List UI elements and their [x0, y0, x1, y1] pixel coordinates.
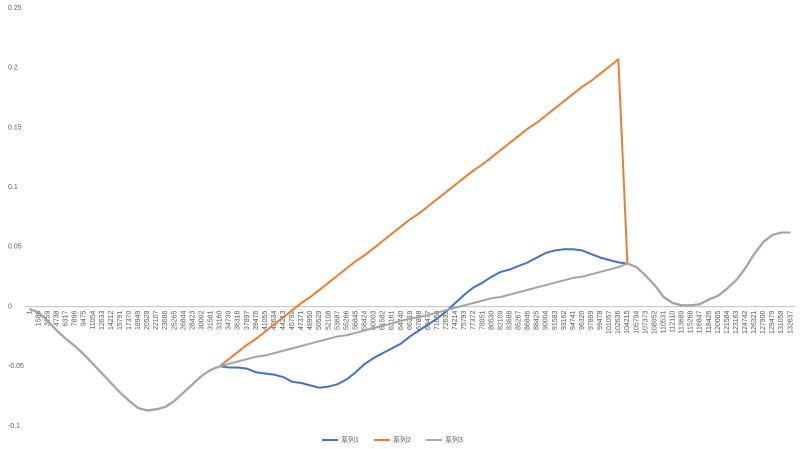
x-tick-label: 67898 [416, 310, 423, 330]
x-tick-label: 96320 [579, 310, 586, 330]
x-tick-label: 20528 [144, 310, 151, 330]
series-line [29, 231, 791, 412]
x-tick-label: 30002 [198, 310, 205, 330]
x-tick-label: 7896 [72, 310, 79, 326]
x-tick-label: 75793 [461, 310, 468, 330]
y-tick-label: 0.15 [8, 124, 22, 131]
x-tick-label: 115268 [688, 310, 695, 333]
x-tick-label: 11054 [90, 310, 97, 329]
legend: 系列1 系列2 系列3 [322, 435, 463, 444]
x-tick-label: 108952 [651, 310, 658, 333]
x-tick-label: 28423 [189, 310, 196, 330]
x-tick-label: 41055 [262, 310, 269, 330]
x-tick-label: 60003 [371, 310, 378, 330]
x-tick-label: 105794 [633, 310, 640, 333]
x-tick-label: 112110 [670, 310, 677, 332]
x-tick-label: 15791 [117, 310, 124, 330]
x-tick-label: 56845 [352, 310, 359, 330]
x-tick-label: 14212 [108, 310, 115, 330]
x-tick-label: 39476 [253, 310, 260, 330]
y-tick-label: 0.2 [8, 65, 18, 72]
x-tick-label: 6317 [63, 310, 70, 326]
x-tick-label: 85267 [516, 310, 523, 330]
x-tick-label: 102636 [615, 310, 622, 333]
y-tick-label: 0.1 [8, 184, 18, 191]
y-tick-label: 0 [8, 303, 12, 310]
x-tick-label: 66319 [407, 310, 414, 330]
x-tick-label: 12633 [99, 310, 106, 330]
x-tick-label: 80530 [488, 310, 495, 330]
legend-label: 系列2 [393, 435, 411, 444]
x-tick-label: 123163 [733, 310, 740, 333]
x-tick-label: 9475 [81, 310, 88, 326]
y-tick-label: 0.05 [8, 244, 22, 251]
series-line [29, 58, 791, 412]
x-tick-label: 104215 [624, 310, 631, 333]
x-tick-label: 77372 [470, 310, 477, 330]
x-tick-label: 72635 [443, 310, 450, 330]
x-tick-label: 23686 [162, 310, 169, 330]
x-tick-label: 110531 [660, 310, 667, 333]
x-tick-label: 99478 [597, 310, 604, 330]
x-tick-label: 61582 [380, 310, 387, 330]
x-tick-label: 63161 [389, 310, 396, 330]
x-tick-label: 90004 [543, 310, 550, 330]
x-tick-label: 74214 [452, 310, 459, 330]
x-tick-label: 55266 [343, 310, 350, 330]
x-tick-label: 132637 [787, 310, 794, 333]
x-tick-label: 33160 [217, 310, 224, 330]
x-tick-label: 129479 [769, 310, 776, 333]
x-tick-label: 107373 [642, 310, 649, 333]
x-tick-label: 1 [26, 310, 33, 314]
x-tick-label: 42634 [271, 310, 278, 330]
x-tick-label: 17370 [126, 310, 133, 330]
x-tick-label: 127900 [760, 310, 767, 333]
x-tick-label: 50529 [316, 310, 323, 330]
y-tick-label: -0.1 [8, 423, 20, 430]
x-tick-label: 88425 [534, 310, 541, 330]
x-tick-label: 121584 [724, 310, 731, 333]
x-tick-label: 78951 [479, 310, 486, 330]
x-tick-label: 118426 [706, 310, 713, 333]
x-tick-label: 53687 [334, 310, 341, 330]
x-tick-label: 101057 [606, 310, 613, 333]
legend-label: 系列1 [341, 435, 359, 444]
x-tick-label: 126321 [751, 310, 758, 333]
x-tick-label: 58424 [362, 310, 369, 330]
x-tick-label: 52108 [325, 310, 332, 330]
x-tick-label: 26844 [180, 310, 187, 330]
x-tick-label: 83688 [506, 310, 513, 330]
x-tick-label: 44213 [280, 310, 287, 330]
y-tick-label: 0.25 [8, 5, 22, 12]
x-tick-label: 97899 [588, 310, 595, 330]
x-tick-label: 82109 [497, 310, 504, 330]
x-tick-label: 71056 [434, 310, 441, 330]
legend-label: 系列3 [445, 435, 463, 444]
x-tick-label: 25265 [171, 310, 178, 330]
x-tick-label: 69477 [425, 310, 432, 330]
x-tick-label: 91583 [552, 310, 559, 330]
x-tick-label: 116847 [697, 310, 704, 333]
x-tick-label: 113689 [679, 310, 686, 333]
x-tick-label: 31581 [208, 310, 215, 330]
x-tick-label: 3159 [44, 310, 51, 326]
x-tick-label: 45792 [289, 310, 296, 330]
x-tick-label: 47371 [298, 310, 305, 330]
y-tick-label: -0.05 [8, 363, 24, 370]
x-tick-label: 120005 [715, 310, 722, 333]
x-tick-label: 22107 [153, 310, 160, 330]
x-tick-label: 48950 [307, 310, 314, 330]
x-tick-label: 4738 [54, 310, 61, 326]
x-tick-label: 86846 [525, 310, 532, 330]
x-tick-label: 34739 [226, 310, 233, 330]
x-tick-label: 124742 [742, 310, 749, 333]
x-tick-label: 94741 [570, 310, 577, 330]
x-tick-label: 37897 [244, 310, 251, 330]
x-tick-label: 36318 [235, 310, 242, 330]
x-tick-label: 1580 [35, 310, 42, 326]
x-tick-label: 131058 [778, 310, 785, 333]
x-tick-label: 18949 [135, 310, 142, 330]
x-tick-label: 93162 [561, 310, 568, 330]
